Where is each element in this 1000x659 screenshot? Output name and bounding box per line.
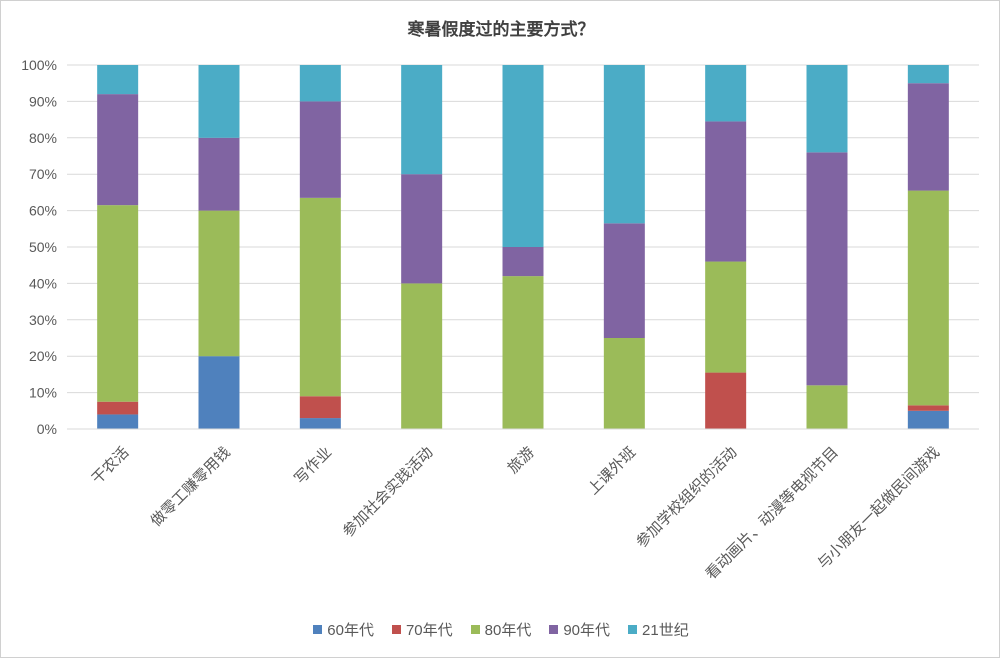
bar-segment	[401, 283, 443, 429]
legend-label: 70年代	[405, 622, 453, 639]
y-tick-label: 50%	[29, 239, 57, 255]
legend-swatch	[391, 625, 401, 634]
bar-segment	[907, 405, 949, 411]
bar-segment	[299, 418, 341, 429]
x-category-label: 上课外班	[584, 443, 639, 498]
y-tick-label: 90%	[29, 93, 57, 109]
x-category-label: 干农活	[88, 443, 133, 488]
bar-segment	[907, 190, 949, 406]
bar-segment	[603, 338, 645, 429]
legend-item: 60年代	[313, 619, 374, 640]
y-tick-label: 70%	[29, 166, 57, 182]
x-category-label: 写作业	[291, 443, 336, 488]
x-category-label: 参加社会实践活动	[339, 443, 437, 541]
bar-segment	[502, 276, 544, 429]
legend-swatch	[549, 625, 559, 634]
y-tick-label: 100%	[21, 57, 57, 73]
legend-swatch	[628, 625, 638, 634]
bar-segment	[198, 356, 240, 429]
bar-segment	[198, 210, 240, 357]
bar-segment	[97, 401, 139, 415]
bar-segment	[502, 247, 544, 277]
y-tick-label: 0%	[37, 421, 57, 437]
legend-item: 90年代	[549, 619, 610, 640]
bar-segment	[705, 372, 747, 429]
bar-segment	[97, 205, 139, 402]
y-tick-label: 20%	[29, 348, 57, 364]
bar-segment	[198, 65, 240, 138]
legend-label: 80年代	[484, 622, 532, 639]
bar-segment	[705, 65, 747, 122]
bar-segment	[401, 65, 443, 175]
y-tick-label: 40%	[29, 275, 57, 291]
legend-swatch	[313, 625, 323, 634]
bar-segment	[97, 414, 139, 429]
bar-segment	[97, 65, 139, 95]
bar-segment	[907, 65, 949, 84]
bar-segment	[603, 65, 645, 224]
bar-segment	[806, 65, 848, 153]
bar-segment	[299, 396, 341, 419]
bar-segment	[299, 197, 341, 397]
legend-item: 80年代	[470, 619, 532, 640]
legend-item: 21世纪	[628, 619, 689, 640]
bar-segment	[907, 83, 949, 191]
chart-title: 寒暑假度过的主要方式？	[407, 20, 595, 40]
legend-item: 70年代	[391, 619, 453, 640]
y-tick-label: 80%	[29, 130, 57, 146]
legend-label: 21世纪	[642, 622, 689, 639]
bar-segment	[299, 101, 341, 198]
y-tick-label: 30%	[29, 312, 57, 328]
bar-segment	[705, 121, 747, 262]
bar-segment	[907, 410, 949, 429]
legend-label: 60年代	[327, 622, 374, 639]
bar-segment	[705, 261, 747, 373]
bar-segment	[502, 65, 544, 247]
x-category-label: 参加学校组织的活动	[632, 443, 740, 551]
legend-swatch	[470, 625, 480, 634]
bar-segment	[603, 223, 645, 338]
x-category-label: 做零工赚零用钱	[147, 443, 234, 530]
y-tick-label: 10%	[29, 385, 57, 401]
legend-label: 90年代	[563, 622, 611, 639]
bar-segment	[299, 65, 341, 102]
legend: 60年代 70年代 80年代 90年代 21世纪	[1, 619, 1000, 640]
bar-segment	[198, 137, 240, 211]
x-category-label: 旅游	[504, 443, 538, 477]
bar-segment	[97, 94, 139, 206]
bar-segment	[401, 174, 443, 284]
bar-segment	[806, 385, 848, 429]
bar-segment	[806, 152, 848, 386]
y-tick-label: 60%	[29, 203, 57, 219]
